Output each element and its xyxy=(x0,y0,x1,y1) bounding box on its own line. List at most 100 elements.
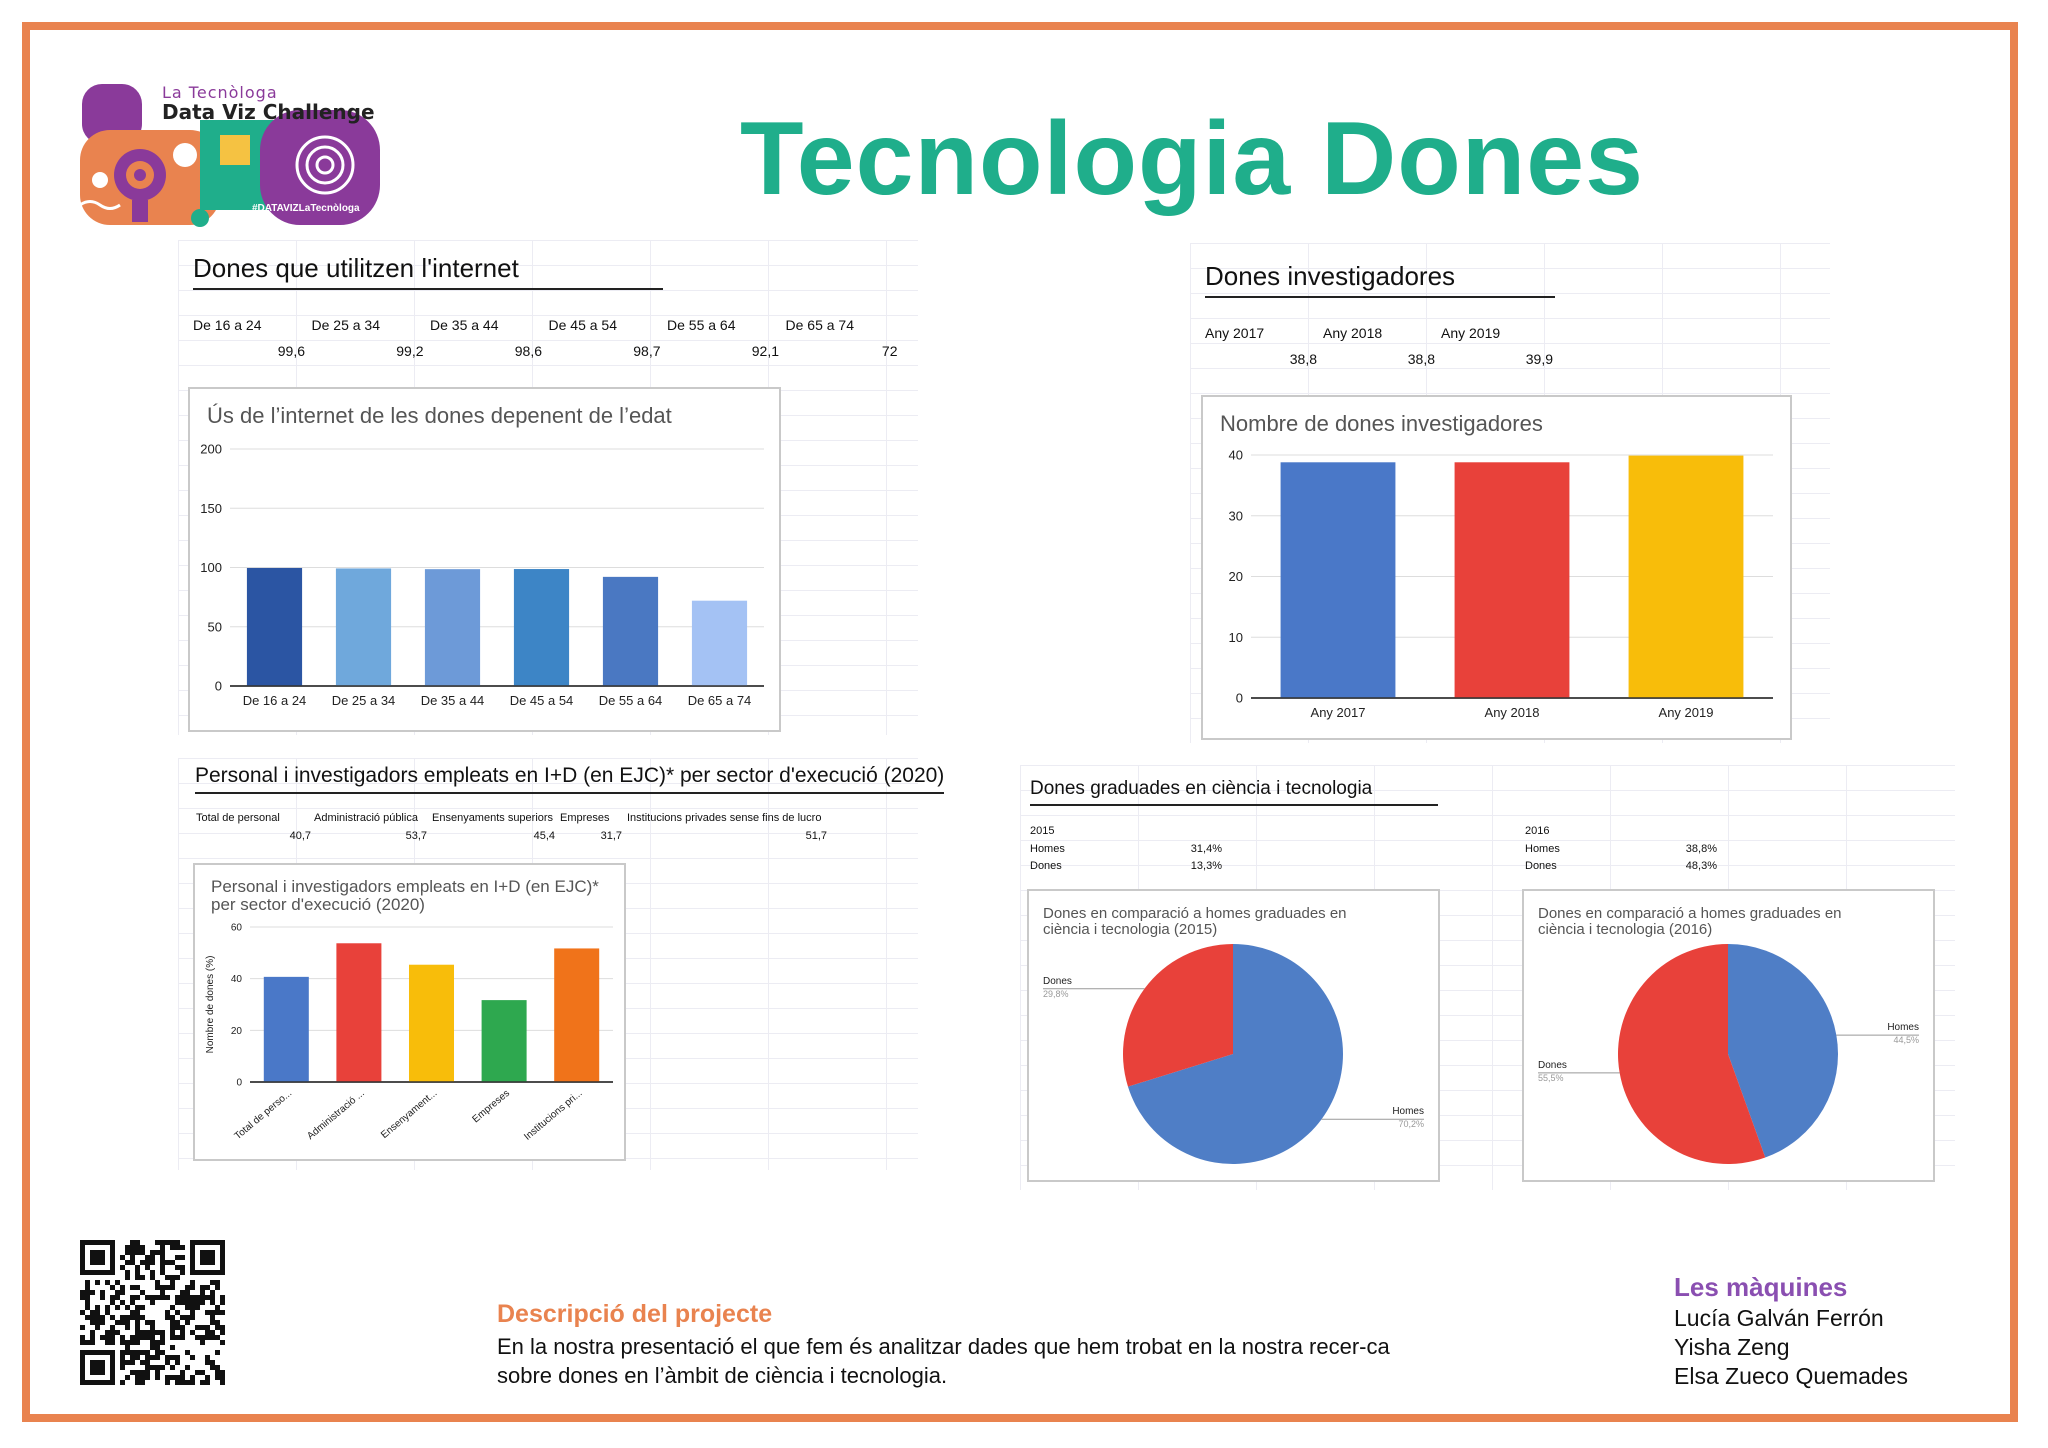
y-tick-label: 0 xyxy=(1236,691,1243,706)
researchers-chart-title: Nombre de dones investigadores xyxy=(1220,411,1543,436)
internet-table-header: De 35 a 44 xyxy=(430,317,499,333)
bar xyxy=(246,567,303,686)
pie-slice xyxy=(1127,944,1343,1164)
logo-small-text: La Tecnòloga xyxy=(162,83,278,102)
graduates-row-label: Homes xyxy=(1525,843,1560,855)
pie-slice xyxy=(1728,944,1838,1158)
team-member: Yisha Zeng xyxy=(1674,1334,1790,1360)
researchers-table-header: Any 2017 xyxy=(1205,325,1265,341)
team-member: Lucía Galván Ferrón xyxy=(1674,1305,1884,1331)
y-tick-label: 0 xyxy=(215,679,222,694)
pie-2015-svg: Homes 70,2% Dones 29,8% xyxy=(1043,944,1424,1164)
pie-2015-title-line2: ciència i tecnologia (2015) xyxy=(1043,921,1218,938)
y-tick-label: 40 xyxy=(1229,448,1243,463)
internet-table-value: 72 xyxy=(881,343,898,359)
x-tick-label: De 35 a 44 xyxy=(421,693,485,708)
researchers-chart-svg: 0 10 20 30 40 Any 2017 Any 2018 Any 2019 xyxy=(1229,448,1773,720)
internet-table-value: 98,6 xyxy=(514,343,542,359)
pie-value-label: 55,5% xyxy=(1538,1073,1564,1083)
x-tick-label: Any 2017 xyxy=(1311,705,1366,720)
internet-section-title: Dones que utilitzen l'internet xyxy=(193,253,663,290)
personal-chart-svg: 0 20 40 60 Total de perso... Administració ..… xyxy=(205,923,613,1143)
personal-table-value: 53,7 xyxy=(405,830,427,842)
x-tick-label: Any 2019 xyxy=(1659,705,1714,720)
pie-label: Dones xyxy=(1538,1060,1567,1071)
personal-table-value: 45,4 xyxy=(533,830,555,842)
pie-2016-chart: Dones en comparació a homes graduades en… xyxy=(1522,889,1935,1182)
pie-value-label: 70,2% xyxy=(1398,1119,1424,1129)
graduates-section-title: Dones graduades en ciència i tecnologia xyxy=(1030,778,1438,806)
bar xyxy=(1628,455,1744,698)
bar xyxy=(1454,462,1570,698)
x-tick-label: Administració ... xyxy=(305,1088,367,1142)
x-tick-label: Institucions pri... xyxy=(522,1088,584,1143)
researchers-table-value: 38,8 xyxy=(1407,351,1435,367)
y-tick-label: 100 xyxy=(200,560,222,575)
personal-table-value: 40,7 xyxy=(289,830,311,842)
personal-table-header: Ensenyaments superiors xyxy=(432,812,554,824)
graduates-row-label: Homes xyxy=(1030,843,1065,855)
team-member: Elsa Zueco Quemades xyxy=(1674,1363,1908,1389)
x-tick-label: Total de perso... xyxy=(233,1088,295,1142)
internet-table-value: 98,7 xyxy=(633,343,661,359)
graduates-year: 2015 xyxy=(1030,825,1055,837)
bar xyxy=(1280,462,1396,698)
graduates-row-value: 13,3% xyxy=(1190,860,1222,872)
graduates-row-label: Dones xyxy=(1525,860,1557,872)
graduates-row-value: 31,4% xyxy=(1190,843,1222,855)
pie-label: Homes xyxy=(1887,1022,1919,1033)
y-tick-label: 150 xyxy=(200,501,222,516)
bar xyxy=(424,569,481,686)
personal-table-header: Administració pública xyxy=(314,812,418,824)
y-tick-label: 50 xyxy=(208,619,222,634)
pie-2016-svg: Homes 44,5% Dones 55,5% xyxy=(1538,944,1919,1164)
graduates-row-value: 38,8% xyxy=(1685,843,1717,855)
internet-chart-svg: 0 50 100 150 200 De 16 a 24 De 25 a 34 De 35 a … xyxy=(200,442,764,708)
logo-big-text: Data Viz Challenge xyxy=(162,100,375,124)
personal-section-title: Personal i investigadors empleats en I+D… xyxy=(195,764,945,794)
researchers-table-header: Any 2019 xyxy=(1441,325,1501,341)
researchers-table-value: 38,8 xyxy=(1289,351,1317,367)
bar xyxy=(691,600,748,686)
internet-table-value: 99,2 xyxy=(396,343,424,359)
bar xyxy=(335,568,392,686)
graduates-row-label: Dones xyxy=(1030,860,1062,872)
y-tick-label: 20 xyxy=(1229,569,1243,584)
pie-label: Homes xyxy=(1392,1106,1424,1117)
poster-frame xyxy=(22,22,2018,1422)
x-tick-label: De 55 a 64 xyxy=(599,693,663,708)
personal-table-value: 51,7 xyxy=(805,830,827,842)
personal-table-value: 31,7 xyxy=(600,830,622,842)
logo-hashtag: #DATAVIZLaTecnòloga xyxy=(252,203,360,214)
x-tick-label: De 16 a 24 xyxy=(243,693,307,708)
y-tick-label: 200 xyxy=(200,442,222,457)
bar xyxy=(602,576,659,686)
researchers-table-header: Any 2018 xyxy=(1323,325,1383,341)
personal-table-header: Empreses xyxy=(560,812,610,824)
pie-slice xyxy=(1123,944,1233,1087)
x-tick-label: Empreses xyxy=(470,1088,512,1125)
personal-chart: Personal i investigadors empleats en I+D… xyxy=(193,863,626,1161)
page-title: Tecnologia Dones xyxy=(740,101,1644,217)
y-axis-label: Nombre de dones (%) xyxy=(205,956,216,1054)
researchers-chart: Nombre de dones investigadores 0 10 20 30 40… xyxy=(1201,395,1792,740)
internet-table-header: De 55 a 64 xyxy=(667,317,736,333)
pie-2015-title-line1: Dones en comparació a homes graduades en xyxy=(1043,905,1347,922)
x-tick-label: Ensenyament... xyxy=(379,1088,439,1141)
internet-table-header: De 25 a 34 xyxy=(311,317,381,333)
personal-chart-title-line2: per sector d'execució (2020) xyxy=(211,895,425,914)
pie-value-label: 44,5% xyxy=(1893,1035,1919,1045)
x-tick-label: De 45 a 54 xyxy=(510,693,574,708)
internet-table-header: De 16 a 24 xyxy=(193,317,262,333)
qr-code[interactable] xyxy=(80,1240,225,1385)
description-heading: Descripció del projecte xyxy=(497,1300,773,1328)
internet-table-header: De 45 a 54 xyxy=(548,317,618,333)
bar xyxy=(336,943,382,1082)
x-tick-label: De 25 a 34 xyxy=(332,693,396,708)
internet-chart-title: Ús de l’internet de les dones depenent d… xyxy=(207,403,672,428)
pie-slice xyxy=(1618,944,1766,1164)
y-tick-label: 0 xyxy=(236,1078,242,1089)
team-name: Les màquines xyxy=(1674,1272,1848,1302)
personal-table-header: Total de personal xyxy=(196,812,280,824)
pie-2016-title-line1: Dones en comparació a homes graduades en xyxy=(1538,905,1842,922)
